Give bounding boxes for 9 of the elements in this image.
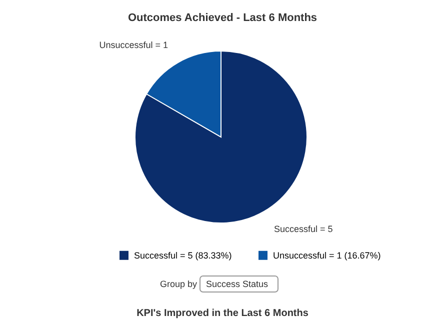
legend-label: Unsuccessful = 1 (16.67%)	[273, 250, 381, 260]
text: Group by	[160, 279, 198, 289]
text: Success Status	[206, 279, 269, 289]
data-label: Successful = 5	[274, 224, 333, 234]
text: KPI's Improved in the Last 6 Months	[136, 308, 309, 319]
pie-slice	[134, 50, 308, 224]
legend-label: Successful = 5 (83.33%)	[134, 250, 232, 260]
chart-title: Outcomes Achieved - Last 6 Months	[128, 12, 318, 24]
data-label: Unsuccessful = 1	[99, 40, 168, 50]
